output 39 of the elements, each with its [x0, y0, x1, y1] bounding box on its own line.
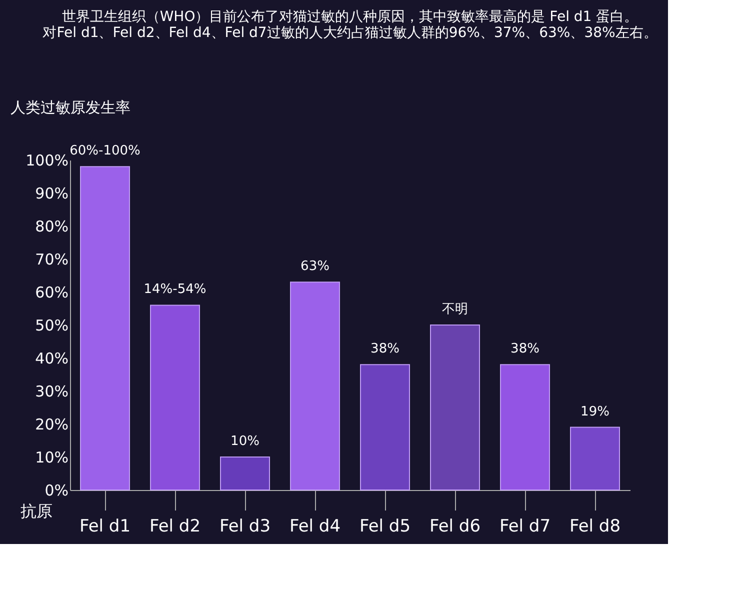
text: 对Fel d1、Fel d2、Fel d4、Fel d7过敏的人大约占猫过敏人群的96%、37%、63%、38%左右。: [42, 25, 658, 41]
bar: [290, 282, 340, 490]
annotation: 60%-100%: [70, 144, 140, 159]
y-tick-label: 0%: [44, 482, 68, 500]
annotation: 14%-54%: [144, 282, 206, 298]
text: 世界卫生组织（WHO）目前公布了对猫过敏的八种原因，其中致敏率最高的是 Fel d1 蛋白。: [62, 9, 638, 25]
y-tick-label: 70%: [35, 250, 68, 268]
bar: [360, 364, 410, 490]
data-label: 38%: [370, 342, 400, 357]
y-tick-label: 40%: [35, 350, 68, 368]
y-axis-title: 人类过敏原发生率: [10, 98, 130, 116]
bar: [500, 364, 550, 490]
bar: [150, 304, 200, 490]
x-tick-label: Fel d3: [219, 516, 271, 536]
y-tick-label: 20%: [35, 416, 68, 434]
x-tick-label: Fel d2: [149, 516, 201, 536]
y-tick-label: 60%: [35, 284, 68, 302]
y-tick-label: 10%: [35, 448, 68, 466]
y-tick-label: 30%: [35, 382, 68, 400]
x-tick-label: Fel d4: [289, 516, 341, 536]
bar: [430, 324, 480, 490]
x-axis-title: 抗原: [20, 502, 52, 520]
y-tick-label: 90%: [35, 184, 68, 202]
x-tick-label: Fel d6: [429, 516, 481, 536]
data-label: 10%: [230, 434, 260, 449]
bar: [220, 456, 270, 490]
data-label: 19%: [580, 404, 610, 420]
y-tick-label: 100%: [26, 152, 68, 170]
x-tick-label: Fel d7: [499, 516, 551, 536]
x-tick-label: Fel d8: [569, 516, 621, 536]
data-label: 63%: [300, 259, 330, 274]
data-label: 38%: [510, 342, 540, 357]
y-tick-label: 50%: [35, 316, 68, 334]
bar: [570, 426, 620, 490]
y-tick-label: 80%: [35, 218, 68, 236]
data-label: 不明: [442, 302, 468, 317]
bar: [80, 166, 130, 490]
x-tick-label: Fel d1: [79, 516, 131, 536]
x-tick-label: Fel d5: [359, 516, 411, 536]
